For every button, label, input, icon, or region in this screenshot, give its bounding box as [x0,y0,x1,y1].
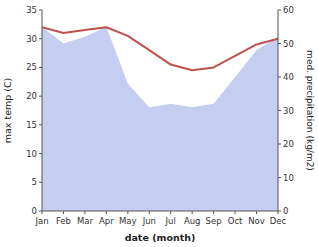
y2-tick [278,10,281,11]
x-tick-label: Jul [165,216,176,226]
x-tick-label: May [119,216,137,226]
x-tick [84,211,85,214]
x-tick [127,211,128,214]
x-tick-label: Jan [34,216,48,226]
y-tick-label: 10 [26,149,37,159]
axes: JanFebMarAprMayJunJulAugSepOctNovDec0510… [26,5,294,226]
y2-tick [278,211,281,212]
y2-tick-label: 30 [283,106,294,116]
y2-tick [278,43,281,44]
y-tick [39,67,42,68]
x-tick-label: Aug [184,216,201,226]
x-axis-label: date (month) [125,232,196,243]
data [42,27,278,211]
y2-tick [278,77,281,78]
x-tick-label: Feb [56,216,71,226]
y2-tick-label: 60 [283,5,294,15]
x-tick-label: Apr [99,216,114,226]
y2-tick [278,144,281,145]
x-tick [256,211,257,214]
y-tick [39,211,42,212]
y2-tick [278,110,281,111]
x-axis-line [42,211,278,212]
y-axis-label: max temp (C) [2,78,13,144]
temp-line [42,27,278,70]
x-tick-label: Mar [77,216,94,226]
y-tick-label: 5 [32,177,37,187]
y2-tick-label: 0 [283,206,288,216]
x-tick [170,211,171,214]
y-tick [39,124,42,125]
y-tick-label: 35 [26,5,37,15]
x-tick-label: Jun [142,216,156,226]
x-tick-label: Sep [206,216,222,226]
x-tick [149,211,150,214]
x-tick [106,211,107,214]
y2-tick-label: 40 [283,72,294,82]
y2-tick [278,177,281,178]
precip-area [42,27,278,211]
x-tick [192,211,193,214]
y-tick [39,10,42,11]
y-tick-label: 20 [26,91,37,101]
y2-axis-label: med. precipitation (kg/m2) [305,50,315,171]
x-tick [235,211,236,214]
x-tick-label: Nov [248,216,265,226]
y-tick-label: 15 [26,120,37,130]
y-tick [39,153,42,154]
y-tick [39,182,42,183]
x-tick [63,211,64,214]
y2-tick-label: 10 [283,173,294,183]
y-tick [39,38,42,39]
x-tick-label: Dec [270,216,287,226]
y-tick-label: 25 [26,62,37,72]
x-tick [213,211,214,214]
y2-tick-label: 50 [283,39,294,49]
y2-tick-label: 20 [283,139,294,149]
y-tick-label: 0 [32,206,37,216]
y-axis-line [42,10,43,211]
x-tick-label: Oct [228,216,243,226]
y-tick-label: 30 [26,34,37,44]
chart: JanFebMarAprMayJunJulAugSepOctNovDec0510… [0,0,318,247]
y-tick [39,96,42,97]
